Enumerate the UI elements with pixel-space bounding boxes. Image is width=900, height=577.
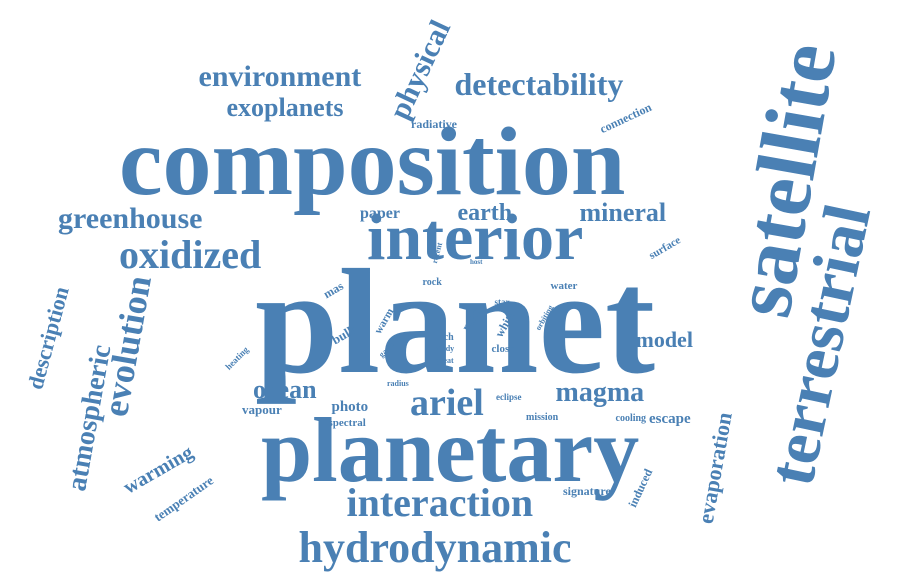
word-interaction: interaction: [346, 480, 534, 525]
word-eclipse: eclipse: [496, 391, 522, 402]
word-vapour: vapour: [242, 401, 282, 417]
word-hydrodynamic: hydrodynamic: [298, 523, 572, 572]
word-evaporation: evaporation: [692, 410, 737, 526]
word-heating: heating: [222, 344, 251, 372]
word-mission: mission: [526, 412, 559, 423]
word-host: host: [470, 257, 483, 266]
word-environment: environment: [198, 60, 362, 93]
word-ariel: ariel: [410, 382, 484, 424]
word-water: water: [550, 279, 578, 292]
word-close: close: [491, 342, 515, 355]
word-radius: radius: [387, 379, 409, 388]
word-ocean: ocean: [253, 375, 317, 404]
word-exoplanets: exoplanets: [226, 93, 344, 122]
word-radiative: radiative: [411, 117, 457, 131]
word-great: great: [436, 356, 454, 365]
word-photo: photo: [331, 398, 369, 415]
word-signature: signature: [563, 484, 611, 498]
word-composition: composition: [119, 108, 626, 216]
word-rich: rich: [436, 332, 454, 343]
word-detectability: detectability: [454, 66, 624, 102]
word-star: star: [494, 296, 510, 307]
word-earth: earth: [457, 200, 513, 226]
word-escape: escape: [649, 410, 691, 427]
word-paper: paper: [360, 205, 400, 222]
word-rock: rock: [422, 277, 442, 288]
word-atmospheric: atmospheric: [61, 342, 118, 494]
word-description: description: [21, 283, 74, 392]
word-planet: planet: [255, 239, 656, 405]
word-cooling: cooling: [615, 413, 647, 424]
word-study: study: [435, 344, 455, 353]
word-interior: interior: [367, 201, 584, 274]
word-planetary: planetary: [261, 399, 640, 501]
word-oxidized: oxidized: [119, 232, 262, 277]
word-spectral: spectral: [328, 416, 366, 429]
word-greenhouse: greenhouse: [58, 202, 203, 235]
word-mineral: mineral: [579, 198, 667, 227]
word-magma: magma: [555, 377, 645, 408]
word-model: model: [635, 327, 693, 352]
